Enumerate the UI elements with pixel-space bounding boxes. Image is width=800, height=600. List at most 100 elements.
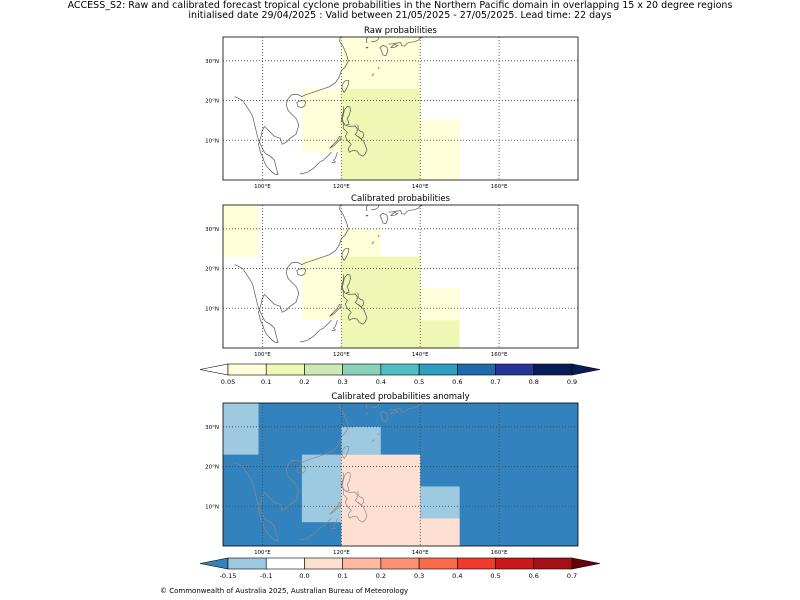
map-panel-1: 100°E 120°E 140°E 160°E 10°N 20°N 30°N Raw prob… [205, 26, 579, 190]
colorbar-over-arrow [571, 363, 601, 376]
xtick-label: 160°E [491, 352, 508, 358]
coastline-segment [331, 320, 338, 332]
probability-regions [301, 37, 460, 180]
colorbar-segment [495, 363, 535, 376]
colorbar-over-arrow [571, 557, 601, 570]
coastline-segment [234, 264, 279, 343]
coastline-segment [377, 432, 380, 436]
panel-title: Calibrated probabilities [351, 194, 451, 204]
gridlines [223, 205, 578, 348]
probability-regions [223, 403, 460, 546]
colorbar-tick-label: -0.15 [220, 572, 237, 580]
gridlines [223, 37, 578, 180]
colorbar-under-arrow [199, 557, 229, 570]
colorbar-segment [227, 557, 267, 570]
xtick-label: 100°E [254, 184, 271, 190]
colorbar-tick-label: 0.5 [414, 378, 424, 386]
coastline-segment [258, 37, 349, 176]
map-panel-3: 100°E 120°E 140°E 160°E 10°N 20°N 30°N Calibrat… [205, 392, 579, 556]
probability-region-cell [301, 454, 342, 523]
coastline-segment [388, 205, 423, 215]
xtick-label: 120°E [333, 550, 350, 556]
ytick-label: 30°N [205, 227, 219, 233]
coastline-segment [390, 409, 399, 415]
xtick-label: 160°E [491, 184, 508, 190]
ytick-label: 10°N [205, 138, 219, 144]
colorbar-segment [457, 557, 496, 570]
colorbar-tick-label: 0.0 [299, 572, 309, 580]
colorbar-anomaly: -0.15 -0.1 0.0 0.1 0.2 0.3 0.4 0.5 0.6 0.7 [199, 557, 601, 580]
colorbar-segment [418, 363, 458, 376]
colorbar-probability: 0.05 0.1 0.2 0.3 0.4 0.5 0.6 0.7 0.8 0.9 [199, 363, 601, 386]
map-panel-2: 100°E 120°E 140°E 160°E 10°N 20°N 30°N Calibrat… [205, 194, 579, 358]
coastline-segment [341, 80, 350, 93]
xtick-label: 120°E [333, 352, 350, 358]
colorbar-segment [304, 363, 343, 376]
colorbar-tick-label: 0.1 [261, 378, 271, 386]
coastline-segment [377, 234, 380, 238]
colorbar-tick-label: 0.4 [376, 378, 386, 386]
map-frame [222, 402, 579, 547]
panel-title: Raw probabilities [364, 26, 437, 36]
colorbar-tick-label: 0.5 [490, 572, 500, 580]
probability-region-cell [420, 120, 460, 180]
coastline-segment [390, 43, 399, 49]
coastline-segment [357, 293, 365, 308]
xtick-label: 160°E [491, 550, 508, 556]
probability-region-cell [341, 37, 421, 89]
coastline-segment [329, 135, 342, 149]
ytick-label: 30°N [205, 425, 219, 431]
colorbar-tick-label: 0.3 [337, 378, 347, 386]
probability-region-cell [341, 256, 421, 348]
probability-region-cell [420, 518, 460, 546]
colorbar-segment [457, 363, 496, 376]
colorbar-segment [265, 363, 305, 376]
gridlines [223, 403, 578, 546]
colorbar-segment [227, 363, 267, 376]
colorbar-segment [418, 557, 458, 570]
xtick-label: 120°E [333, 184, 350, 190]
coastline-segment [329, 501, 342, 515]
coastline-segment [370, 403, 380, 409]
map-frame [222, 204, 579, 349]
coastline-segment [388, 37, 423, 47]
coastline-segment [258, 403, 349, 542]
xtick-label: 140°E [412, 184, 429, 190]
xtick-label: 100°E [254, 550, 271, 556]
colorbar-segment [380, 363, 420, 376]
probability-region-cell [420, 486, 460, 519]
coastline-segment [340, 274, 368, 325]
figure-title-line2: initialised date 29/04/2025 : Valid betw… [188, 10, 612, 21]
probability-region-cell [341, 228, 381, 257]
colorbar-tick-label: -0.1 [260, 572, 273, 580]
colorbar-under-arrow [199, 363, 229, 376]
coastline-segment [379, 410, 389, 423]
coastline-segment [390, 211, 399, 217]
probability-region-cell [223, 205, 259, 257]
colorbar-segment [533, 557, 573, 570]
colorbar-segment [342, 363, 382, 376]
coastline-segment [357, 491, 365, 506]
xtick-label: 140°E [412, 352, 429, 358]
coastline [234, 403, 423, 542]
colorbar-segment [304, 557, 343, 570]
colorbar-tick-label: 0.7 [490, 378, 500, 386]
coastline-segment [365, 214, 369, 217]
xtick-label: 140°E [412, 550, 429, 556]
coastline-segment [258, 205, 349, 344]
coastline-segment [234, 96, 279, 175]
coastline-segment [371, 73, 375, 77]
panel-title: Calibrated probabilities anomaly [331, 392, 469, 402]
probability-region-cell [341, 454, 421, 546]
probability-region-cell [341, 426, 381, 455]
probability-region-cell [420, 320, 460, 348]
probability-region-cell [301, 88, 342, 153]
coastline-segment [365, 46, 369, 49]
coastline-segment [370, 205, 380, 211]
coastline-segment [234, 462, 279, 541]
coastline-segment [379, 44, 389, 57]
colorbar-tick-label: 0.8 [529, 378, 539, 386]
colorbar-segment [342, 557, 382, 570]
ytick-label: 10°N [205, 504, 219, 510]
ytick-label: 20°N [205, 267, 219, 273]
